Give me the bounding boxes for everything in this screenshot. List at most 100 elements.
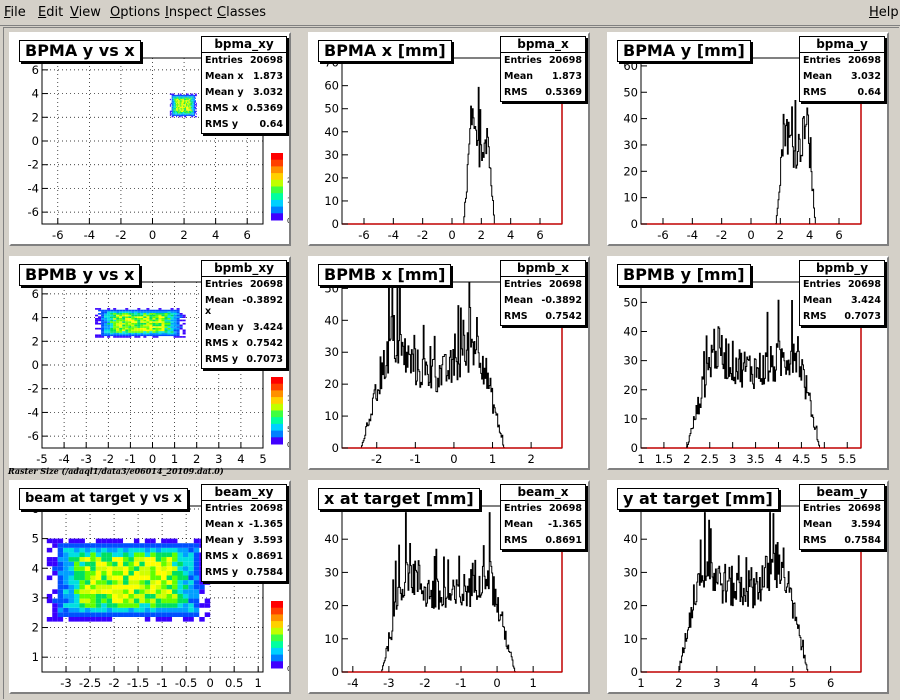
heat-cell xyxy=(172,113,174,115)
pad-bpmb_y[interactable]: 1 1.5 2 2.5 3 3.5 4 4.5 5 5.5 0 10 20 30 40 50 BPMB y [m… xyxy=(607,256,889,470)
heat-cell xyxy=(158,308,162,310)
menu-inspect[interactable]: Inspect xyxy=(165,5,213,20)
heat-cell xyxy=(112,603,118,608)
heat-cell xyxy=(63,584,69,590)
heat-cell xyxy=(194,102,196,105)
y-tick-label: 40 xyxy=(324,125,339,139)
heat-cell xyxy=(183,114,185,116)
heat-cell xyxy=(107,311,111,314)
heat-cell xyxy=(119,336,123,338)
x-tick-label: 4 xyxy=(237,452,244,466)
palette-cell xyxy=(271,176,283,181)
heat-cell xyxy=(104,309,108,312)
heat-cell xyxy=(57,570,64,576)
heat-cell xyxy=(182,98,184,101)
heat-cell xyxy=(164,311,168,314)
heat-cell xyxy=(177,112,179,114)
heat-cell xyxy=(113,317,117,320)
y-tick-label: 30 xyxy=(623,565,638,579)
heat-cell xyxy=(187,109,189,111)
pad-bpma_x[interactable]: -6 -4 -2 0 2 4 6 0 10 20 30 40 50 60 70 BPMA x [mm] bpma… xyxy=(308,32,590,246)
heat-cell xyxy=(176,316,180,318)
heat-cell xyxy=(79,589,85,594)
heat-cell xyxy=(178,97,180,99)
heat-cell xyxy=(101,538,107,544)
heat-cell xyxy=(204,598,211,604)
heat-cell xyxy=(149,313,153,315)
menu-edit[interactable]: Edit xyxy=(38,5,64,20)
heat-cell xyxy=(125,327,129,330)
heat-cell xyxy=(134,327,138,330)
y-tick-label: 40 xyxy=(324,532,339,546)
stats-row: Entries 20698 xyxy=(800,53,884,69)
heat-cell xyxy=(188,114,190,116)
pad-bpmb_x[interactable]: -2 -1 0 1 2 0 10 20 30 40 50 BPMB x [mm] bpmb_x Entri… xyxy=(308,256,590,470)
heat-cell xyxy=(134,322,138,325)
heat-cell xyxy=(104,324,108,327)
heat-cell xyxy=(84,612,91,617)
heat-cell xyxy=(191,115,193,118)
heat-cell xyxy=(104,316,108,318)
heat-cell xyxy=(149,311,153,314)
heat-cell xyxy=(101,311,105,314)
heat-cell xyxy=(176,96,178,98)
heat-cell xyxy=(184,106,186,109)
heat-cell xyxy=(74,547,80,553)
pad-bpma_y[interactable]: -6 -4 -2 0 2 4 6 0 10 20 30 40 50 60 BPMA y [mm] bpma_y… xyxy=(607,32,889,246)
menu-view[interactable]: View xyxy=(70,5,101,20)
heat-cell xyxy=(139,575,145,581)
heat-cell xyxy=(155,331,159,333)
heat-cell xyxy=(119,309,123,312)
heat-cell xyxy=(182,110,184,113)
heat-cell xyxy=(137,329,141,332)
heat-cell xyxy=(133,612,140,617)
stats-name: bpma_x xyxy=(501,37,585,53)
heat-cell xyxy=(195,105,197,107)
heat-cell xyxy=(128,557,134,562)
heat-cell xyxy=(144,612,151,617)
heat-cell xyxy=(185,110,187,113)
pad-beam_y[interactable]: 12345601020304050y at target [mm]beam_yE… xyxy=(607,480,889,694)
heat-cell xyxy=(174,97,176,99)
x-tick-label: 1 xyxy=(255,676,262,690)
heat-cell xyxy=(104,334,108,337)
heat-cell xyxy=(123,598,129,604)
pad-beam_x[interactable]: -4-3-2-10101020304050x at target [mm]bea… xyxy=(308,480,590,694)
heat-cell xyxy=(182,331,186,333)
heat-cell xyxy=(176,331,180,333)
palette-cell xyxy=(271,377,283,381)
heat-cell xyxy=(189,108,191,110)
heat-cell xyxy=(107,314,111,317)
heat-cell xyxy=(166,561,173,567)
heat-cell xyxy=(186,114,188,116)
heat-cell xyxy=(182,552,189,558)
x-tick-label: -5 xyxy=(36,452,47,466)
heat-cell xyxy=(110,321,114,323)
heat-cell xyxy=(188,100,190,102)
heat-cell xyxy=(107,319,111,322)
heat-cell xyxy=(171,114,173,116)
y-tick-label: 10 xyxy=(623,632,638,646)
palette-tick-label: 0 xyxy=(287,665,289,673)
heat-cell xyxy=(194,110,196,113)
heat-cell xyxy=(172,109,174,111)
heat-cell xyxy=(193,114,195,116)
heat-cell xyxy=(110,327,114,330)
menu-classes[interactable]: Classes xyxy=(217,5,266,20)
menu-options[interactable]: Options xyxy=(110,5,161,20)
x-tick-label: -4 xyxy=(388,228,399,242)
heat-cell xyxy=(155,309,159,312)
heat-cell xyxy=(110,326,114,328)
menu-file[interactable]: File xyxy=(4,5,26,20)
heat-cell xyxy=(113,321,117,323)
heat-cell xyxy=(106,570,113,576)
heat-cell xyxy=(194,114,196,116)
heat-cell xyxy=(167,326,171,328)
menu-help[interactable]: Help xyxy=(869,5,899,20)
stats-key: Mean xyxy=(504,295,534,306)
heat-cell xyxy=(161,334,165,337)
